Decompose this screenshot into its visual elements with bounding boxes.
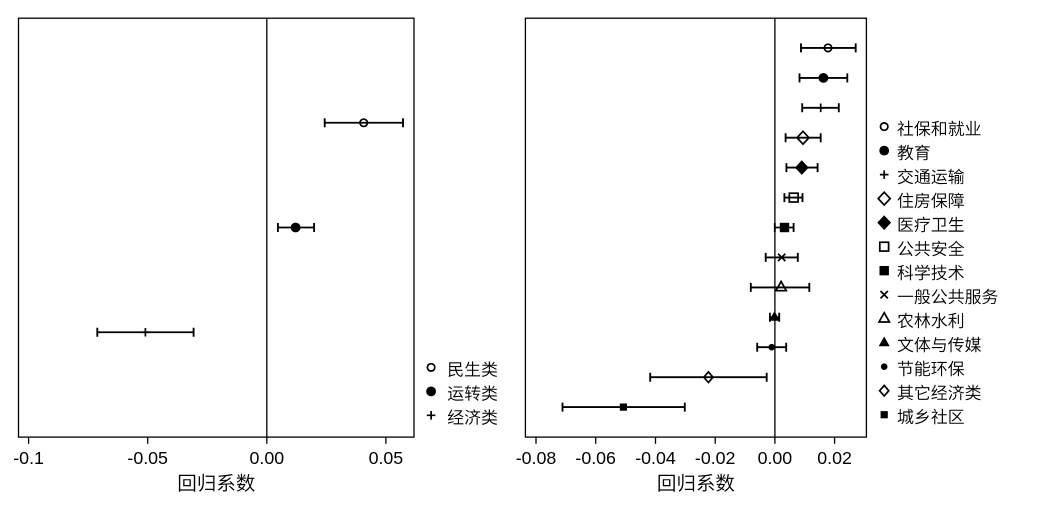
svg-text:0.02: 0.02 (817, 448, 852, 468)
svg-text:-0.04: -0.04 (635, 448, 676, 468)
svg-text:-0.08: -0.08 (516, 448, 557, 468)
svg-text:-0.1: -0.1 (13, 448, 44, 468)
svg-text:-0.05: -0.05 (127, 448, 168, 468)
svg-text:-0.06: -0.06 (575, 448, 616, 468)
svg-text:0.00: 0.00 (758, 448, 793, 468)
svg-text:0.05: 0.05 (369, 448, 404, 468)
svg-text:0.00: 0.00 (249, 448, 284, 468)
svg-text:-0.02: -0.02 (695, 448, 736, 468)
